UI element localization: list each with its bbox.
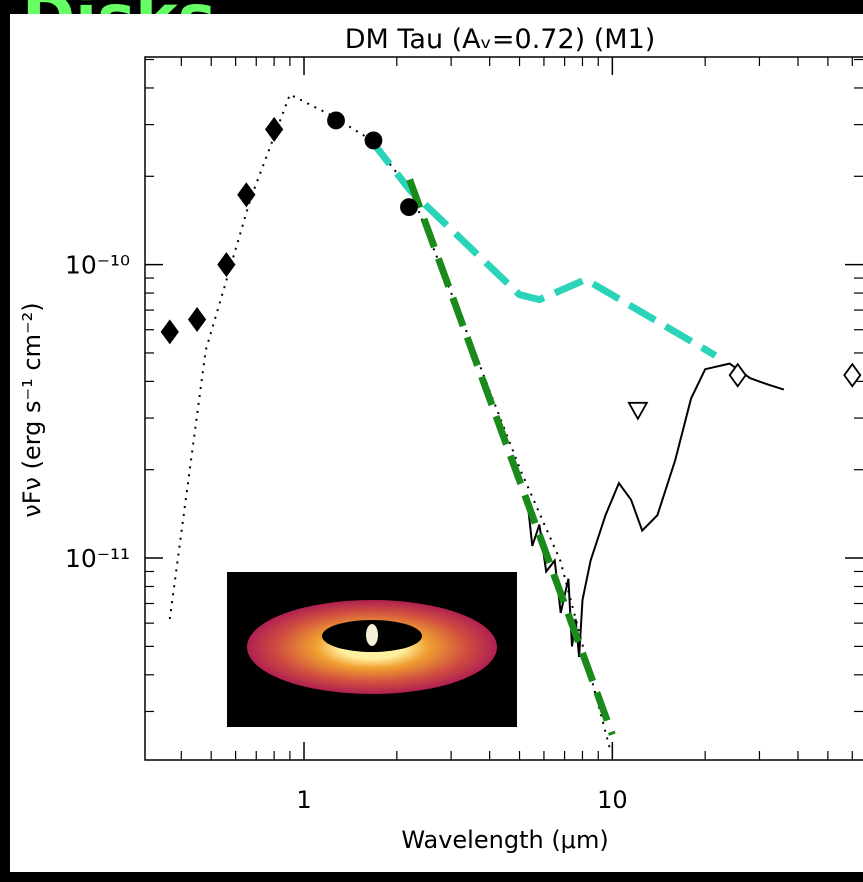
data-point [217,252,236,278]
data-point [728,362,747,388]
data-point [237,182,256,208]
series-line [526,362,785,658]
x-tick-label: 1 [296,786,311,814]
data-point [627,401,649,421]
y-tick-label: 10⁻¹¹ [65,544,130,573]
data-point [327,111,345,130]
data-point [843,362,862,388]
inset-star [366,624,378,646]
plot-area: 1 10 10⁻¹⁰ 10⁻¹¹ [65,57,863,814]
chart-title: DM Tau (Aᵥ=0.72) (M1) [345,24,656,55]
y-axis-label: νFν (erg s⁻¹ cm⁻²) [18,302,46,517]
data-point [187,306,207,333]
data-point [265,116,284,142]
y-tick-label: 10⁻¹⁰ [65,251,130,280]
data-point [160,319,179,345]
series-line [368,138,718,359]
series-line [406,178,616,736]
disk-inset [227,572,517,727]
data-point [364,131,383,150]
x-axis-label: Wavelength (μm) [401,826,608,854]
x-tick-label: 10 [597,786,628,814]
chart-panel [10,14,863,872]
plot-frame [144,56,863,761]
data-point [400,198,418,217]
